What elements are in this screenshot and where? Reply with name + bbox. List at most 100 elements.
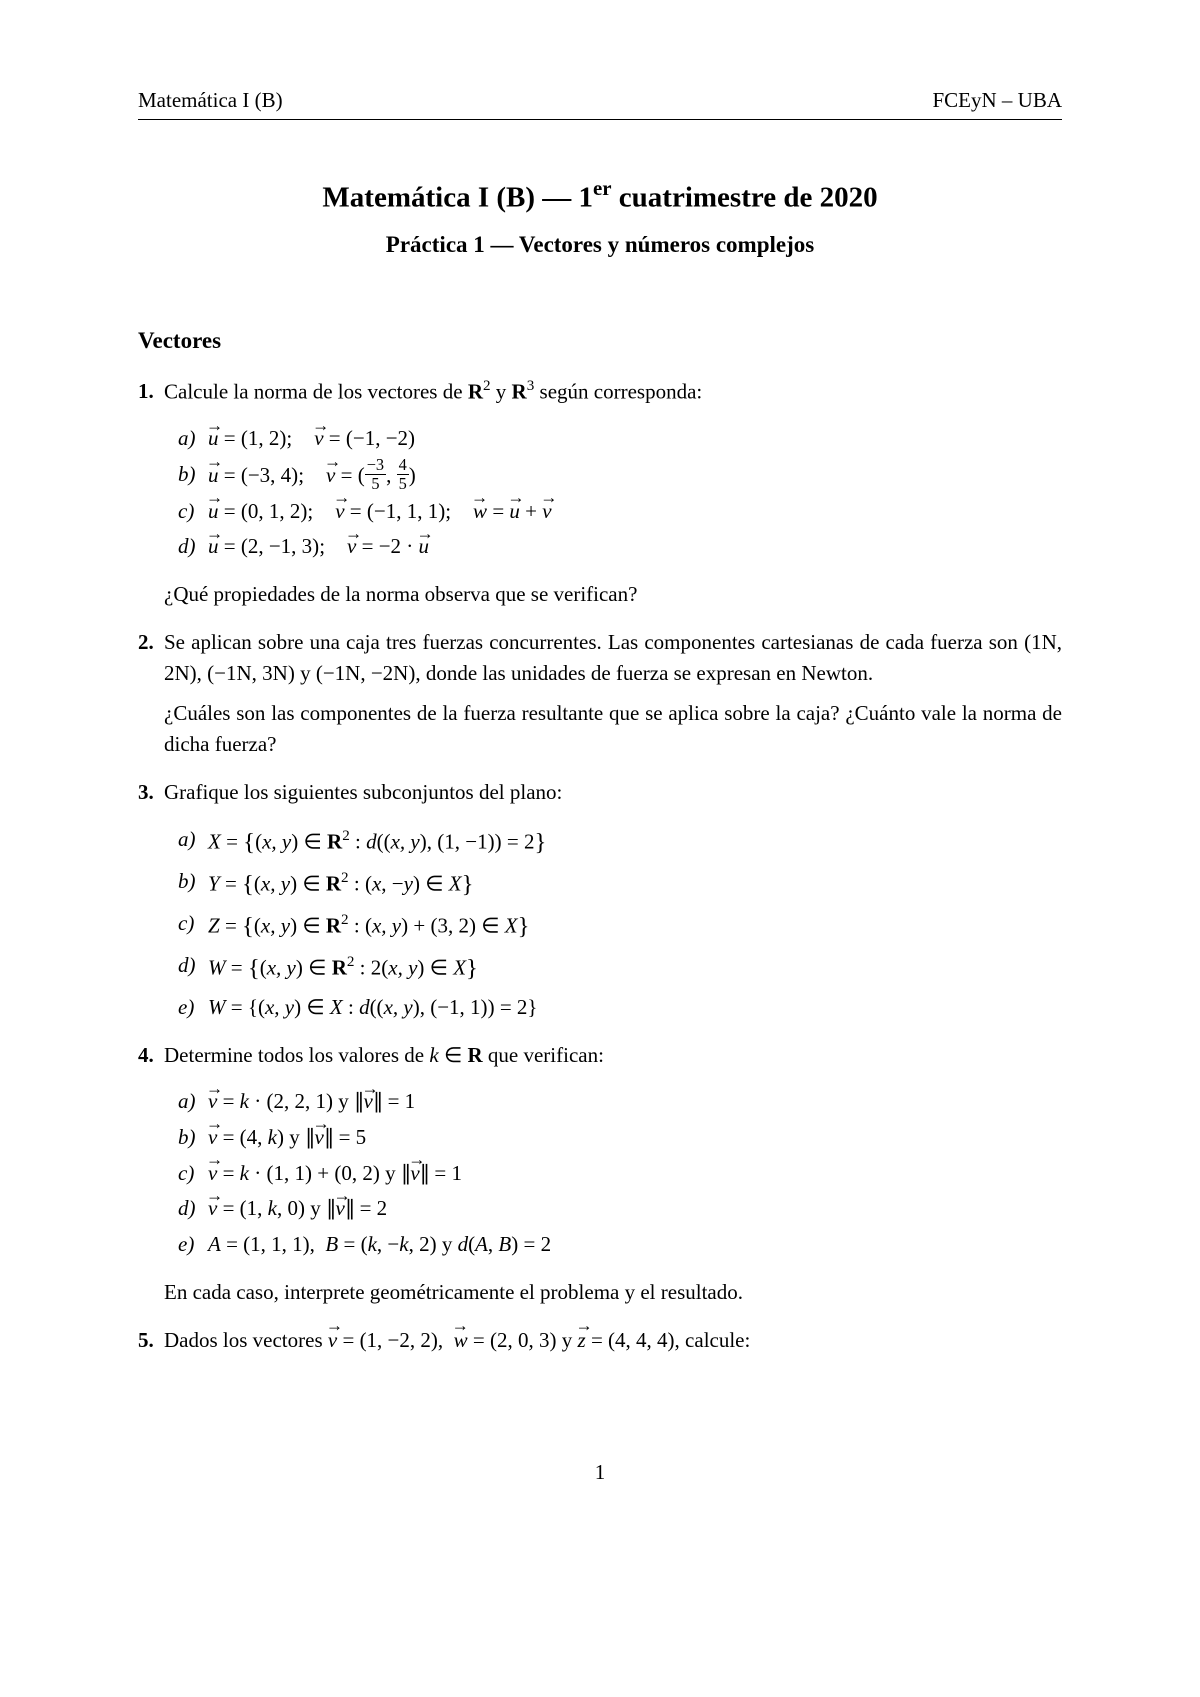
vec-v: v [410, 1156, 419, 1192]
item-label: d) [178, 529, 208, 565]
vec-v: v [208, 1191, 217, 1227]
eq: = [221, 1232, 243, 1256]
problem-number: 2. [138, 627, 164, 688]
item-label: c) [178, 906, 208, 948]
eq: = [382, 1089, 404, 1113]
text: y [491, 380, 512, 404]
in: ∈ [301, 995, 330, 1019]
problem-number: 4. [138, 1040, 164, 1070]
item-a: a) X = {(x, y) ∈ R2 : d((x, y), (1, −1))… [178, 822, 1062, 864]
item-label: a) [178, 822, 208, 864]
document-title: Matemática I (B) — 1er cuatrimestre de 2… [138, 176, 1062, 214]
var-A: A [208, 1232, 221, 1256]
item-label: d) [178, 1191, 208, 1227]
var-B: B [498, 1232, 511, 1256]
val: (−1, −2) [346, 426, 415, 450]
item-b: b) v = (4, k) y ∥v∥ = 5 [178, 1120, 1062, 1156]
vec-w: w [454, 1325, 468, 1355]
title-pre: Matemática I (B) — 1 [322, 181, 593, 213]
frac-den: 5 [365, 475, 386, 492]
problem-body: Se aplican sobre una caja tres fuerzas c… [164, 627, 1062, 688]
item-c: c) Z = {(x, y) ∈ R2 : (x, y) + (3, 2) ∈ … [178, 906, 1062, 948]
item-label: e) [178, 990, 208, 1026]
d: d [366, 829, 377, 853]
in: ∈ [297, 913, 326, 937]
math-R: R [468, 380, 483, 404]
sep: ; [307, 499, 313, 523]
var-B: B [325, 1232, 338, 1256]
vec-v: v [315, 1120, 324, 1156]
plus: + [312, 1161, 334, 1185]
item-label: c) [178, 494, 208, 530]
var-A: A [475, 1232, 488, 1256]
and: y [557, 1328, 578, 1352]
item-expr: X = {(x, y) ∈ R2 : d((x, y), (1, −1)) = … [208, 822, 546, 864]
d: d [458, 1232, 469, 1256]
eq: = [220, 871, 242, 895]
item-label: a) [178, 1084, 208, 1120]
math-exp: 2 [341, 870, 349, 886]
vec-u: u [509, 494, 520, 530]
vec-u: u [419, 529, 430, 565]
in: ∈ [420, 871, 449, 895]
eq: = [495, 995, 517, 1019]
lp: ( [258, 995, 265, 1019]
var-k: k [399, 1232, 408, 1256]
set-W: W [208, 995, 226, 1019]
math-R: R [326, 913, 341, 937]
problem-number: 1. [138, 376, 164, 407]
dot: · [249, 1161, 267, 1185]
eq: = [333, 1125, 355, 1149]
point: (3, 2) [430, 913, 476, 937]
item-a: a) u = (1, 2);v = (−1, −2) [178, 421, 1062, 457]
problem-1: 1. Calcule la norma de los vectores de R… [138, 376, 1062, 407]
header-left: Matemática I (B) [138, 88, 283, 113]
val: (1, −2, 2) [360, 1328, 438, 1352]
eq: = [502, 829, 524, 853]
vec-v: v [328, 1325, 337, 1355]
var-k: k [268, 1125, 277, 1149]
set-X: X [208, 829, 221, 853]
math-exp: 2 [483, 378, 491, 394]
problem-3-items: a) X = {(x, y) ∈ R2 : d((x, y), (1, −1))… [178, 822, 1062, 1026]
running-header: Matemática I (B) FCEyN – UBA [138, 88, 1062, 120]
item-d: d) v = (1, k, 0) y ∥v∥ = 2 [178, 1191, 1062, 1227]
in: ∈ [297, 871, 326, 895]
math-exp: 2 [342, 828, 350, 844]
item-label: a) [178, 421, 208, 457]
colon: : [343, 995, 359, 1019]
rp: ) [296, 955, 303, 979]
point: (1, −1) [437, 829, 494, 853]
val: 5 [356, 1125, 367, 1149]
var-k: k [240, 1089, 249, 1113]
dot: · [249, 1089, 267, 1113]
sep: ; [298, 463, 304, 487]
item-b: b) u = (−3, 4);v = (−35, 45) [178, 457, 1062, 494]
and: y [333, 1089, 354, 1113]
text: según corresponda: [534, 380, 702, 404]
page-number: 1 [0, 1460, 1200, 1485]
val: 2 [541, 1232, 552, 1256]
problem-2-followup: ¿Cuáles son las componentes de la fuerza… [164, 698, 1062, 759]
frac-num: −3 [365, 457, 386, 475]
xy: x, y [261, 913, 290, 937]
comma: , [427, 829, 438, 853]
in: ∈ [424, 955, 453, 979]
vec-v: v [542, 494, 551, 530]
eq: = [226, 995, 248, 1019]
item-label: b) [178, 1120, 208, 1156]
vec-u: u [208, 529, 219, 565]
eq: = [518, 1232, 540, 1256]
and: y [284, 1125, 305, 1149]
problem-5: 5. Dados los vectores v = (1, −2, 2), w … [138, 1325, 1062, 1355]
eq: = [220, 913, 242, 937]
section-heading: Vectores [138, 328, 1062, 354]
text: que verifican: [483, 1043, 604, 1067]
item-expr: u = (1, 2);v = (−1, −2) [208, 421, 415, 457]
problem-1-followup: ¿Qué propiedades de la norma observa que… [164, 579, 1062, 609]
item-expr: Z = {(x, y) ∈ R2 : (x, y) + (3, 2) ∈ X} [208, 906, 529, 948]
comma: , [420, 995, 431, 1019]
problem-number: 5. [138, 1325, 164, 1355]
item-expr: u = (−3, 4);v = (−35, 45) [208, 457, 416, 494]
item-label: d) [178, 948, 208, 990]
